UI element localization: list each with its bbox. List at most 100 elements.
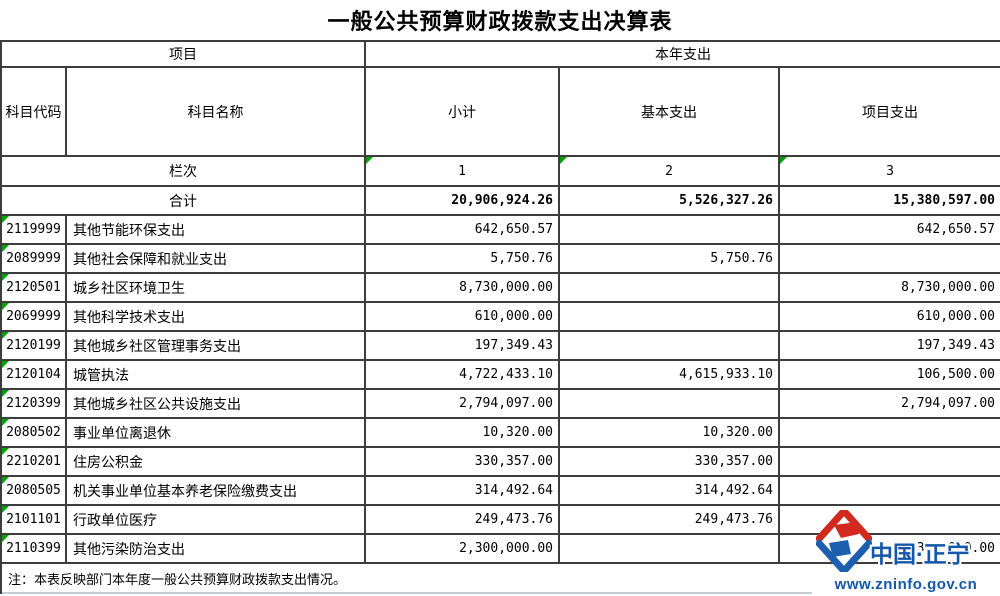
cell-marker-icon [2,448,9,455]
project-expenditure-cell [780,419,1000,448]
column-index-row: 栏次 1 2 3 [2,157,1000,187]
project-expenditure-cell: 197,349.43 [780,332,1000,361]
subtotal-cell: 2,794,097.00 [366,390,560,419]
basic-expenditure-cell: 314,492.64 [560,477,780,506]
total-subtotal-cell: 20,906,924.26 [366,187,560,216]
subject-code: 2120399 [6,396,61,411]
header-year-expenditure-cell: 本年支出 [366,42,1000,68]
subject-code: 2120501 [6,280,61,295]
subject-code-cell: 2119999 [2,216,67,245]
subtotal-cell: 642,650.57 [366,216,560,245]
column-index-2-cell: 2 [560,157,780,187]
subject-code: 2120199 [6,338,61,353]
group-header-row: 项目 本年支出 [2,42,1000,68]
subtotal-cell: 8,730,000.00 [366,274,560,303]
site-watermark: 中国·正宁 www.zninfo.gov.cn [812,510,1000,596]
table-row: 2120501 城乡社区环境卫生 8,730,000.00 8,730,000.… [2,274,1000,303]
total-label-cell: 合计 [2,187,366,216]
table-row: 2069999 其他科学技术支出 610,000.00 610,000.00 [2,303,1000,332]
table-row: 2110399 其他污染防治支出 2,300,000.00 2,300,000.… [2,535,1000,564]
header-subtotal-cell: 小计 [366,68,560,157]
subject-code: 2120104 [6,367,61,382]
subject-code-cell: 2120399 [2,390,67,419]
basic-expenditure-cell [560,216,780,245]
subject-name-cell: 其他污染防治支出 [67,535,366,564]
cell-marker-icon [2,419,9,426]
basic-expenditure-cell: 5,750.76 [560,245,780,274]
subject-code-cell: 2069999 [2,303,67,332]
header-subject-code-cell: 科目代码 [2,68,67,157]
cell-marker-icon [2,535,9,542]
cell-marker-icon [2,303,9,310]
cell-marker-icon [2,506,9,513]
project-expenditure-cell: 642,650.57 [780,216,1000,245]
cell-marker-icon [366,157,373,164]
project-expenditure-cell: 106,500.00 [780,361,1000,390]
zhengning-logo-icon [816,510,872,572]
subject-code: 2080505 [6,483,61,498]
budget-table: 项目 本年支出 科目代码 科目名称 小计 基本支出 项目支出 栏次 1 2 3 [0,40,1000,594]
subject-code-cell: 2089999 [2,245,67,274]
subtotal-cell: 610,000.00 [366,303,560,332]
subject-code-cell: 2080502 [2,419,67,448]
table-note: 注：本表反映部门本年度一般公共预算财政拨款支出情况。 [2,564,1000,594]
header-basic-expenditure-cell: 基本支出 [560,68,780,157]
subtotal-cell: 10,320.00 [366,419,560,448]
subject-code: 2101101 [6,512,61,527]
cell-marker-icon [2,332,9,339]
subject-name-cell: 其他科学技术支出 [67,303,366,332]
column-index-2: 2 [665,163,673,179]
basic-expenditure-cell [560,535,780,564]
subject-code: 2080502 [6,425,61,440]
table-row: 2120104 城管执法 4,722,433.10 4,615,933.10 1… [2,361,1000,390]
subject-name-cell: 城乡社区环境卫生 [67,274,366,303]
subject-name-cell: 行政单位医疗 [67,506,366,535]
total-row: 合计 20,906,924.26 5,526,327.26 15,380,597… [2,187,1000,216]
column-index-3: 3 [886,163,894,179]
page-title: 一般公共预算财政拨款支出决算表 [327,9,673,34]
project-expenditure-cell [780,448,1000,477]
subject-name-cell: 机关事业单位基本养老保险缴费支出 [67,477,366,506]
column-index-1: 1 [458,163,466,179]
project-expenditure-cell: 610,000.00 [780,303,1000,332]
subject-code-cell: 2110399 [2,535,67,564]
column-index-1-cell: 1 [366,157,560,187]
project-expenditure-cell [780,506,1000,535]
subject-name-cell: 其他城乡社区公共设施支出 [67,390,366,419]
table-row: 2089999 其他社会保障和就业支出 5,750.76 5,750.76 [2,245,1000,274]
subject-code: 2110399 [6,541,61,556]
subject-name-cell: 其他节能环保支出 [67,216,366,245]
subject-code: 2069999 [6,309,61,324]
header-project-expenditure-cell: 项目支出 [780,68,1000,157]
column-index-label-cell: 栏次 [2,157,366,187]
table-row: 2120399 其他城乡社区公共设施支出 2,794,097.00 2,794,… [2,390,1000,419]
table-row: 2080505 机关事业单位基本养老保险缴费支出 314,492.64 314,… [2,477,1000,506]
subtotal-cell: 4,722,433.10 [366,361,560,390]
table-row: 2119999 其他节能环保支出 642,650.57 642,650.57 [2,216,1000,245]
subject-code: 2119999 [6,222,61,237]
subject-code-cell: 2120104 [2,361,67,390]
subtotal-cell: 197,349.43 [366,332,560,361]
subject-code-cell: 2120501 [2,274,67,303]
cell-marker-icon [2,477,9,484]
subtotal-cell: 314,492.64 [366,477,560,506]
project-expenditure-cell: 8,730,000.00 [780,274,1000,303]
project-expenditure-cell [780,477,1000,506]
basic-expenditure-cell [560,303,780,332]
subject-name-cell: 其他社会保障和就业支出 [67,245,366,274]
cell-marker-icon [2,245,9,252]
cell-marker-icon [560,157,567,164]
project-expenditure-cell [780,245,1000,274]
basic-expenditure-cell: 10,320.00 [560,419,780,448]
watermark-site-name: 中国·正宁 [870,541,970,567]
project-expenditure-cell: 2,794,097.00 [780,390,1000,419]
cell-marker-icon [780,157,787,164]
table-row: 2080502 事业单位离退休 10,320.00 10,320.00 [2,419,1000,448]
subtotal-cell: 2,300,000.00 [366,535,560,564]
header-subject-name-cell: 科目名称 [67,68,366,157]
subject-code-cell: 2080505 [2,477,67,506]
table-row: 2101101 行政单位医疗 249,473.76 249,473.76 [2,506,1000,535]
subject-code-cell: 2101101 [2,506,67,535]
cell-marker-icon [2,390,9,397]
table-body: 2119999 其他节能环保支出 642,650.57 642,650.57 2… [2,216,1000,564]
